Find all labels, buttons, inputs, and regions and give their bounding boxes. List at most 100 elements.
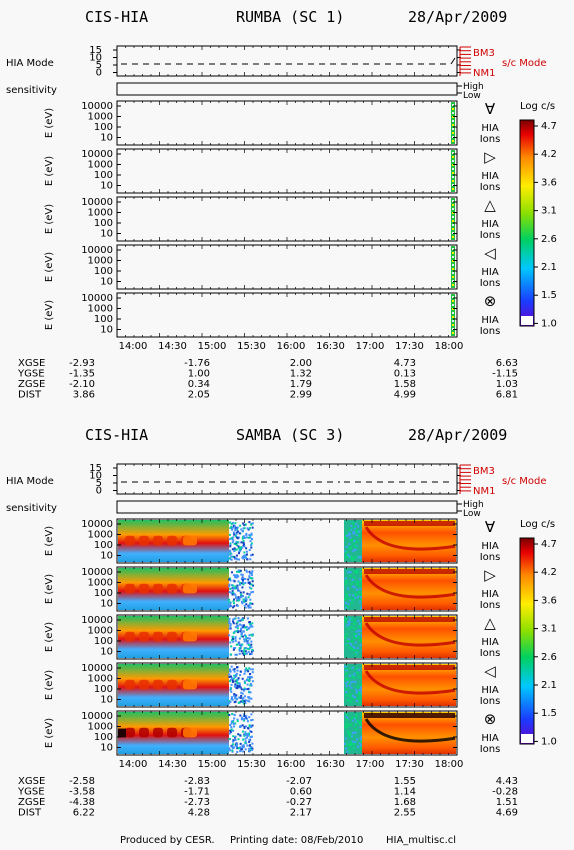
ephemeris-value: 0.34 [188,379,210,390]
time-tick-label: 16:00 [277,759,306,770]
hia-mode-frame [116,45,458,77]
hia-ions-label-1: HIA [481,219,498,230]
colorbar-tick-label: 4.2 [541,567,557,578]
time-tick-label: 14:30 [158,759,187,770]
data-strip-speckle [452,200,454,202]
data-strip-speckle [452,316,454,318]
data-strip-speckle [452,312,454,314]
ephemeris-value: -1.71 [184,787,210,798]
ephemeris-value: -2.83 [184,776,210,787]
energy-axis-label: E (eV) [44,108,55,138]
flux-blob [153,535,163,546]
hia-ions-label-2: Ions [480,230,501,241]
ephemeris-table: XGSE -2.58 -2.83 -2.07 1.55 4.43 YGSE -3.58 -1.7… [17,776,518,819]
colorbar-tick-label: 1.5 [541,290,557,301]
ephemeris-value: 4.73 [394,358,416,369]
flux-curve [364,622,456,647]
flux-blob [183,631,197,642]
spectrogram-background [117,101,457,145]
date-title: 28/Apr/2009 [408,8,507,26]
sensitivity-frame [116,82,458,96]
colorbar-gradient [519,537,535,745]
colorbar-tick-label: 1.5 [541,708,557,719]
sensitivity-label: sensitivity [6,503,57,514]
spectrogram-background [117,245,457,289]
ephemeris-value: 1.00 [188,369,210,380]
ephemeris-value: -3.58 [69,787,95,798]
energy-tick-label: 1000 [88,256,113,267]
ephemeris-value: 1.58 [394,379,416,390]
ephemeris-row-label: XGSE [18,776,45,787]
hia-ions-label-2: Ions [480,134,501,145]
data-strip-speckle [452,228,454,230]
energy-tick-label: 10 [100,133,113,144]
spectrogram-segment-2-edge [344,568,362,610]
data-strip-speckle [452,272,454,274]
spectrogram-segment-2 [362,568,456,610]
noise-speckle-1 [228,713,254,753]
direction-icon: ⊗ [484,292,497,310]
energy-tick-label: 10000 [81,197,113,208]
energy-tick-label: 10 [100,743,113,754]
hia-ions-label-2: Ions [480,326,501,337]
data-strip-speckle [452,128,454,130]
data-strip-speckle [452,300,454,302]
ephemeris-value: 6.81 [496,390,518,401]
data-strip-speckle [452,204,454,206]
ephemeris-value: 2.05 [188,390,210,401]
hia-mode-label: HIA Mode [6,58,54,69]
date-title: 28/Apr/2009 [408,426,507,444]
energy-tick-label: 100 [94,732,113,743]
ephemeris-value: -0.28 [492,787,518,798]
flux-blob [125,631,135,642]
data-strip [451,150,455,192]
noise-speckle-1 [228,569,254,609]
direction-icon: ▷ [484,148,496,166]
energy-tick-label: 1000 [88,674,113,685]
flux-blob [153,727,163,738]
data-strip-speckle [452,108,454,110]
energy-tick-label: 100 [94,266,113,277]
footer-produced: Produced by CESR. [120,835,215,846]
data-strip [451,198,455,240]
energy-tick-label: 1000 [88,578,113,589]
colorbar: Log c/s 4.7 4.2 3.6 3.1 2.6 2.1 1.5 1.0 [519,519,557,747]
data-strip-speckle [452,264,454,266]
time-tick-label: 16:00 [277,341,306,352]
hia-ions-label-2: Ions [480,182,501,193]
instrument-title: CIS-HIA [85,426,148,444]
ephemeris-row-label: DIST [18,390,42,401]
energy-axis-label: E (eV) [44,526,55,556]
flux-blob [139,583,149,594]
time-axis: 14:00 14:30 15:00 15:30 16:00 16:30 17:00 17:30… [119,759,464,770]
colorbar-tick-label: 1.0 [541,736,557,747]
hia-ions-label-1: HIA [481,171,498,182]
ephemeris-row-label: DIST [18,808,42,819]
hia-ions-label-1: HIA [481,733,498,744]
spectrogram-segment-2 [362,664,456,706]
data-strip-speckle [452,180,454,182]
ephemeris-value: -2.73 [184,797,210,808]
ephemeris-value: 1.68 [394,797,416,808]
time-tick-label: 17:00 [356,341,385,352]
footer: Produced by CESR. Printing date: 08/Feb/… [120,835,456,846]
noise-speckle-2 [344,617,364,657]
direction-icon: △ [484,196,496,214]
ephemeris-value: -2.58 [69,776,95,787]
instrument-title: CIS-HIA [85,8,148,26]
colorbar-tick-label: 1.0 [541,318,557,329]
noise-speckle-2 [344,665,364,704]
colorbar-tick-label: 2.1 [541,680,557,691]
data-strip-speckle [452,176,454,178]
colorbar-tick-label: 2.6 [541,652,557,663]
energy-axis-label: E (eV) [44,252,55,282]
data-strip-speckle [452,152,454,154]
hia-ions-label-1: HIA [481,637,498,648]
flux-blob [183,727,197,738]
mode-tick-label: 5 [96,60,102,71]
section-samba: CIS-HIA SAMBA (SC 3) 28/Apr/2009 HIA Mode 15… [6,426,557,819]
